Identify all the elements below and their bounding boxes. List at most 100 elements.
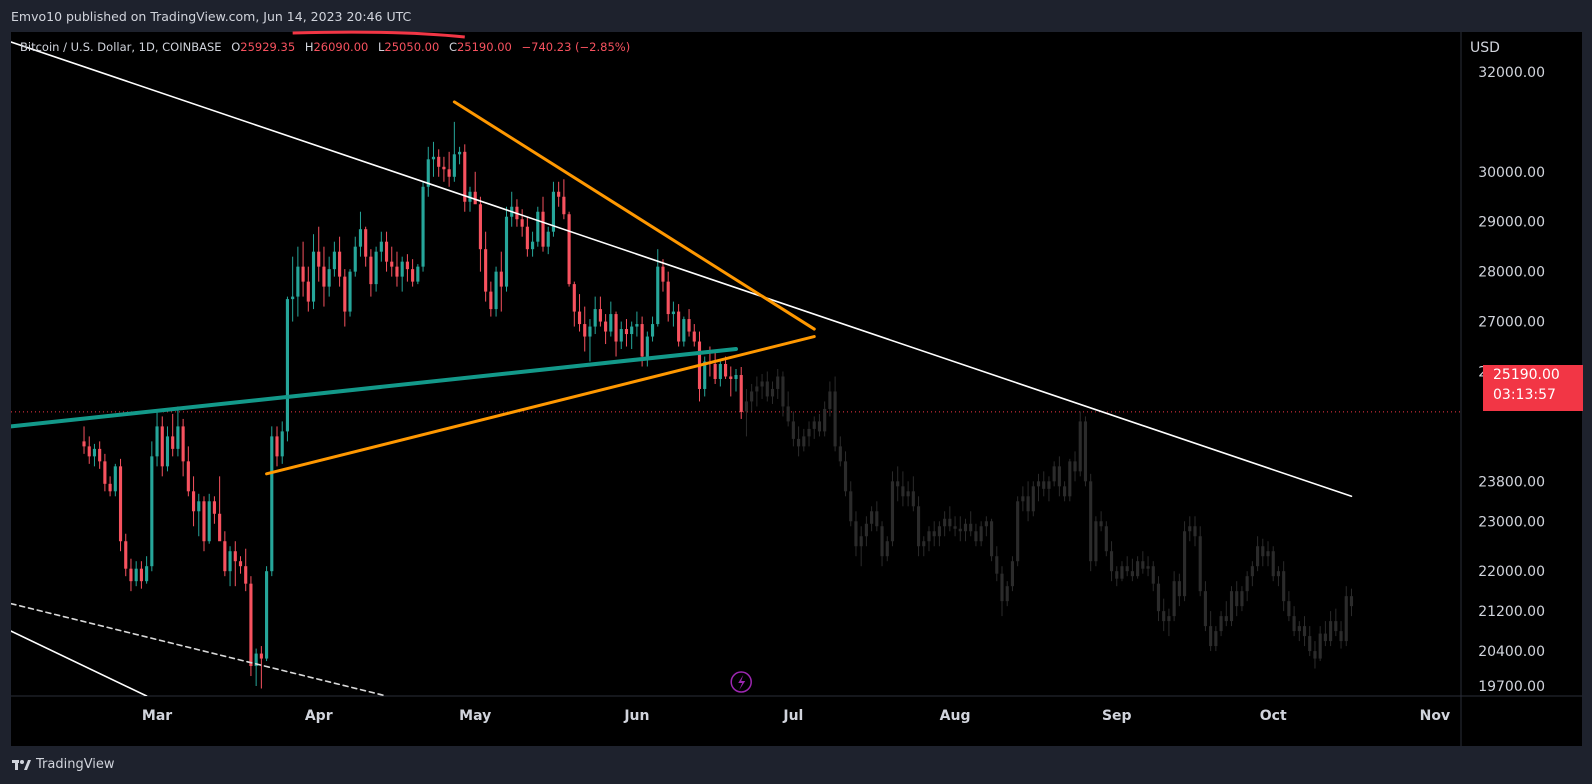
footer-bar: TradingView: [0, 746, 1592, 784]
candle: [447, 169, 451, 177]
candle: [504, 216, 509, 287]
projection-candle: [812, 421, 816, 429]
last-price-value: 25190.00: [1493, 367, 1560, 383]
candle: [650, 324, 655, 337]
candle: [244, 566, 248, 584]
change-value: −740.23 (−2.85%): [521, 40, 631, 54]
projection-candle: [1130, 571, 1134, 577]
candle: [207, 501, 211, 542]
projection-candle: [932, 531, 936, 537]
projection-candle: [1271, 551, 1275, 577]
candle: [82, 441, 86, 447]
candle: [98, 448, 102, 462]
price-tick-label: 21200.00: [1478, 604, 1545, 620]
candle: [338, 251, 342, 277]
projection-candle: [1162, 611, 1166, 622]
trendline-descending-resistance[interactable]: [11, 41, 1353, 498]
candle: [729, 376, 733, 379]
projection-candle: [958, 528, 962, 532]
candle: [296, 266, 300, 297]
candle: [494, 271, 498, 310]
projection-candle: [1240, 591, 1244, 607]
candle: [562, 196, 566, 215]
price-tick-label: 32000.00: [1478, 65, 1545, 81]
projection-candle: [1323, 633, 1327, 642]
candle: [593, 309, 597, 327]
candle: [327, 269, 331, 287]
candle: [87, 446, 91, 457]
candle: [134, 568, 138, 582]
projection-candle: [1308, 636, 1312, 652]
projection-candle: [916, 506, 921, 547]
candle: [150, 456, 154, 567]
projection-candle: [995, 556, 999, 574]
trendline-teal-support[interactable]: [11, 347, 738, 429]
candle: [118, 466, 123, 542]
candle: [113, 466, 117, 492]
projection-candle: [1297, 626, 1301, 632]
price-tick-label: 28000.00: [1478, 265, 1545, 281]
candle: [452, 154, 456, 177]
low-value: 25050.00: [384, 40, 440, 54]
tradingview-brand[interactable]: TradingView: [12, 757, 115, 772]
projection-candle: [1214, 631, 1218, 647]
projection-candle: [875, 511, 879, 527]
projection-candle: [1083, 421, 1088, 482]
trendline-dashed-channel[interactable]: [11, 602, 388, 696]
projection-candle: [1261, 546, 1265, 557]
candle: [692, 331, 696, 342]
projection-candle: [885, 541, 889, 557]
candle: [124, 541, 128, 569]
candle: [400, 261, 404, 277]
trendline-orange-upper[interactable]: [452, 100, 816, 331]
projection-candle: [1245, 576, 1249, 592]
candle: [390, 261, 394, 267]
candle: [348, 271, 352, 312]
candle: [577, 311, 582, 325]
close-value: 25190.00: [456, 40, 512, 54]
projection-candle: [1282, 571, 1286, 602]
candle: [557, 191, 561, 197]
projection-candle: [1141, 561, 1145, 569]
projection-candle: [1229, 591, 1234, 622]
candle: [202, 501, 206, 542]
symbol-name[interactable]: Bitcoin / U.S. Dollar, 1D, COINBASE: [20, 40, 222, 54]
projection-candle: [849, 491, 853, 522]
projection-candle: [765, 381, 769, 397]
projection-candle: [1063, 486, 1067, 497]
candle: [181, 426, 185, 462]
candle: [103, 461, 107, 484]
month-tick-label: Nov: [1420, 708, 1450, 724]
trendline-lower-channel[interactable]: [11, 630, 148, 696]
candle: [145, 566, 149, 582]
projection-candle: [760, 381, 764, 387]
open-label: O: [231, 40, 241, 54]
price-tick-label: 22000.00: [1478, 564, 1545, 580]
candle: [280, 431, 284, 457]
candle: [92, 448, 97, 457]
candle: [306, 281, 310, 302]
month-tick-label: Mar: [142, 708, 172, 724]
trendline-orange-lower[interactable]: [265, 335, 816, 476]
projection-candle: [984, 521, 988, 527]
price-tick-label: 19700.00: [1478, 679, 1545, 695]
candle: [358, 229, 363, 247]
candle: [191, 491, 196, 512]
projection-candle: [776, 376, 780, 389]
candle: [645, 336, 649, 357]
projection-candle: [896, 481, 900, 487]
candle: [588, 326, 592, 337]
projection-candle: [1177, 581, 1181, 597]
projection-candle: [1120, 566, 1124, 579]
projection-candle: [1313, 651, 1317, 659]
projection-candle: [1151, 566, 1155, 584]
candle: [212, 501, 216, 514]
price-tick-label: 29000.00: [1478, 215, 1545, 231]
projection-candle: [802, 436, 806, 447]
projection-candle: [1099, 521, 1103, 527]
high-label: H: [304, 40, 314, 54]
projection-candle: [1235, 591, 1239, 607]
projection-candle: [1016, 501, 1020, 562]
projection-candle: [1292, 616, 1296, 632]
